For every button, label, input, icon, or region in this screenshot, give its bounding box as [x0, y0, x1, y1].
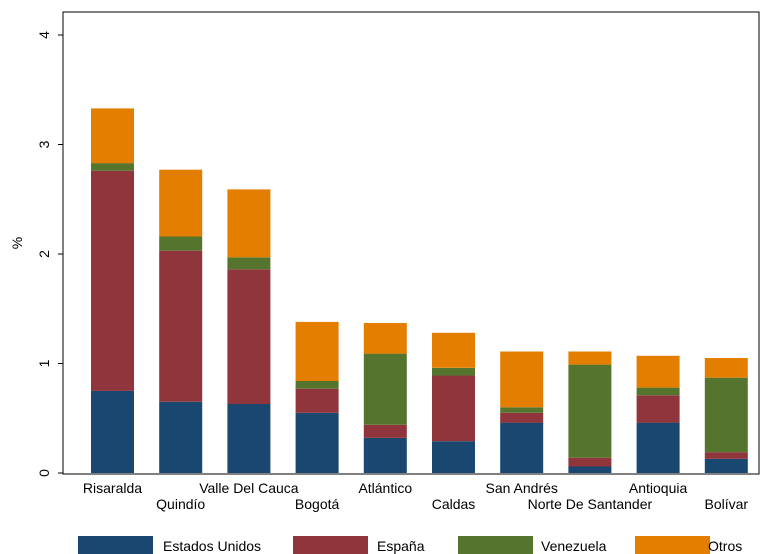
bar-3-series-0: [295, 412, 339, 473]
category-label-5: Caldas: [432, 496, 476, 512]
bar-7-series-0: [568, 466, 612, 473]
bar-1-series-3: [159, 169, 203, 237]
bar-5-series-2: [432, 367, 475, 376]
bar-2-series-3: [227, 189, 271, 258]
plot-frame: [62, 11, 760, 475]
bar-0-series-1: [91, 170, 134, 391]
legend-swatch-3: [635, 536, 710, 554]
category-label-3: Bogotá: [295, 496, 340, 512]
bar-7-series-2: [568, 364, 612, 458]
bars: [91, 108, 748, 473]
y-axis-title: %: [9, 237, 25, 249]
category-label-9: Bolívar: [705, 496, 749, 512]
y-tick-label-0: 0: [36, 469, 52, 477]
legend-swatch-1: [293, 536, 368, 554]
bar-3-series-1: [295, 388, 339, 413]
bar-2-series-0: [227, 404, 271, 473]
category-label-1: Quindío: [156, 496, 205, 512]
y-tick-label-4: 4: [36, 31, 52, 39]
bar-1-series-2: [159, 236, 203, 251]
category-label-4: Atlántico: [358, 480, 412, 496]
bar-4-series-0: [363, 438, 407, 473]
legend-label-3: Otros: [708, 538, 742, 554]
bar-8-series-3: [636, 355, 680, 388]
bar-9-series-0: [704, 458, 748, 473]
bar-4-series-1: [363, 424, 407, 438]
bar-6-series-1: [500, 412, 544, 423]
category-label-2: Valle Del Cauca: [199, 480, 299, 496]
bar-9-series-2: [704, 377, 748, 453]
legend: Estados Unidos España Venezuela Otros: [78, 536, 742, 554]
bar-7-series-1: [568, 457, 612, 467]
bar-5-series-0: [432, 441, 475, 473]
y-tick-label-1: 1: [36, 359, 52, 367]
bar-3-series-2: [295, 381, 339, 389]
bar-9-series-1: [704, 452, 748, 459]
bar-5-series-3: [432, 332, 475, 368]
bar-2-series-1: [227, 269, 271, 404]
bar-0-series-0: [91, 390, 134, 473]
legend-swatch-0: [78, 536, 153, 554]
bar-1-series-1: [159, 250, 203, 402]
legend-swatch-2: [458, 536, 533, 554]
y-axis: 0 1 2 3 4: [36, 31, 63, 477]
bar-6-series-3: [500, 351, 544, 408]
legend-label-0: Estados Unidos: [163, 538, 261, 554]
bar-7-series-3: [568, 351, 612, 365]
bar-5-series-1: [432, 375, 475, 442]
bar-8-series-1: [636, 395, 680, 423]
bar-0-series-2: [91, 163, 134, 171]
bar-4-series-3: [363, 323, 407, 354]
bar-2-series-2: [227, 257, 271, 270]
bar-4-series-2: [363, 353, 407, 425]
category-label-8: Antioquia: [629, 480, 688, 496]
bar-6-series-2: [500, 407, 544, 413]
legend-label-1: España: [377, 538, 425, 554]
bar-3-series-3: [295, 321, 339, 381]
category-label-0: Risaralda: [83, 480, 142, 496]
bar-1-series-0: [159, 401, 203, 473]
bar-0-series-3: [91, 108, 134, 164]
bar-8-series-2: [636, 387, 680, 396]
y-tick-label-2: 2: [36, 250, 52, 258]
bar-9-series-3: [704, 358, 748, 378]
legend-label-2: Venezuela: [541, 538, 607, 554]
bar-8-series-0: [636, 422, 680, 473]
bar-6-series-0: [500, 422, 544, 473]
category-label-7: Norte De Santander: [528, 496, 653, 512]
y-tick-label-3: 3: [36, 140, 52, 148]
category-label-6: San Andrés: [486, 480, 558, 496]
